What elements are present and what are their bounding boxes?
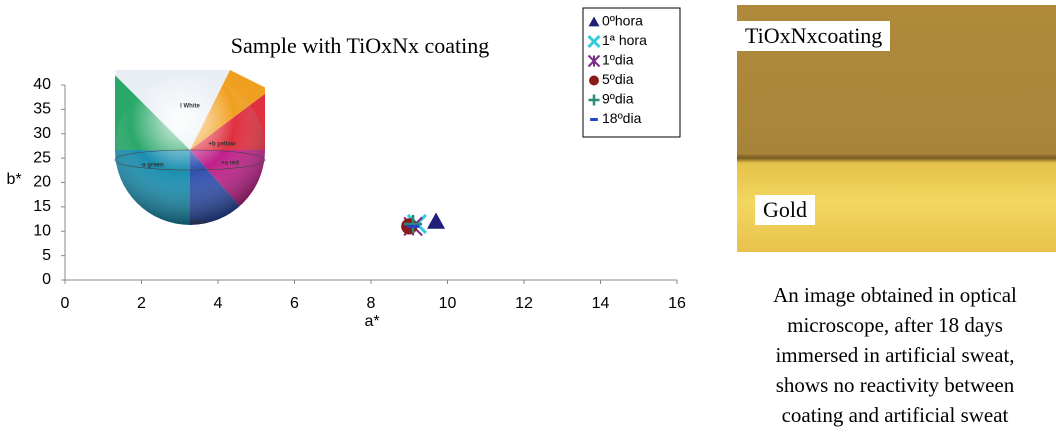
y-tick-label: 25 xyxy=(33,149,51,166)
legend-label: 5ºdia xyxy=(602,71,634,87)
caption-line: immersed in artificial sweat, xyxy=(775,343,1015,367)
y-axis-label: b* xyxy=(6,171,21,188)
marker xyxy=(427,212,446,229)
x-axis-label: a* xyxy=(364,313,379,330)
marker xyxy=(589,75,599,86)
legend-label: 9ºdia xyxy=(602,91,634,107)
x-tick-label: 16 xyxy=(668,295,686,312)
x-tick-label: 0 xyxy=(61,295,70,312)
x-tick-label: 14 xyxy=(592,295,610,312)
caption-line: microscope, after 18 days xyxy=(787,313,1003,337)
marker xyxy=(587,54,601,68)
y-tick-label: 10 xyxy=(33,222,51,239)
photo-label: TiOxNxcoating xyxy=(737,21,891,51)
chart-title: Sample with TiOxNx coating xyxy=(231,33,490,58)
legend-label: 18ºdia xyxy=(602,110,642,126)
y-tick-label: 5 xyxy=(42,247,51,264)
marker xyxy=(588,94,600,106)
legend-box xyxy=(582,7,681,138)
legend-label: 1ª hora xyxy=(602,32,647,48)
caption-line: coating and artificial sweat xyxy=(781,403,1009,427)
legend-label: 0ºhora xyxy=(602,13,643,29)
x-tick-label: 4 xyxy=(214,295,223,312)
photo-label: Gold xyxy=(755,195,815,225)
color-sphere xyxy=(115,70,265,225)
x-tick-label: 6 xyxy=(290,295,299,312)
x-tick-label: 10 xyxy=(439,295,457,312)
marker xyxy=(588,16,600,27)
sphere-equator xyxy=(114,149,266,171)
y-tick-label: 35 xyxy=(33,101,51,118)
sphere-label: l White xyxy=(180,104,200,110)
microscope-photo: TiOxNxcoating Gold xyxy=(737,5,1056,252)
marker-shape xyxy=(427,212,446,229)
marker-shape xyxy=(589,75,599,86)
y-tick-label: 40 xyxy=(33,76,51,93)
y-tick-label: 15 xyxy=(33,198,51,215)
chart: Sample with TiOxNx coating05101520253035… xyxy=(6,7,686,330)
y-tick-label: 30 xyxy=(33,125,51,142)
caption-line: An image obtained in optical xyxy=(773,283,1017,307)
caption-line: shows no reactivity between xyxy=(775,373,1015,397)
x-tick-label: 2 xyxy=(137,295,146,312)
sphere-label: -a green xyxy=(140,163,164,169)
x-tick-label: 12 xyxy=(515,295,533,312)
sphere-label: +a red xyxy=(221,161,239,167)
y-tick-label: 0 xyxy=(42,271,51,288)
marker xyxy=(404,214,423,233)
marker-shape xyxy=(588,16,600,27)
y-tick-label: 20 xyxy=(33,174,51,191)
marker xyxy=(587,34,601,49)
legend-label: 1ºdia xyxy=(602,52,634,68)
marker-stroke xyxy=(587,34,601,49)
sphere-label: black xyxy=(190,220,206,226)
x-tick-label: 8 xyxy=(367,295,376,312)
sphere-label: +b yellow xyxy=(208,142,236,148)
caption: An image obtained in optical microscope, … xyxy=(730,280,1056,430)
